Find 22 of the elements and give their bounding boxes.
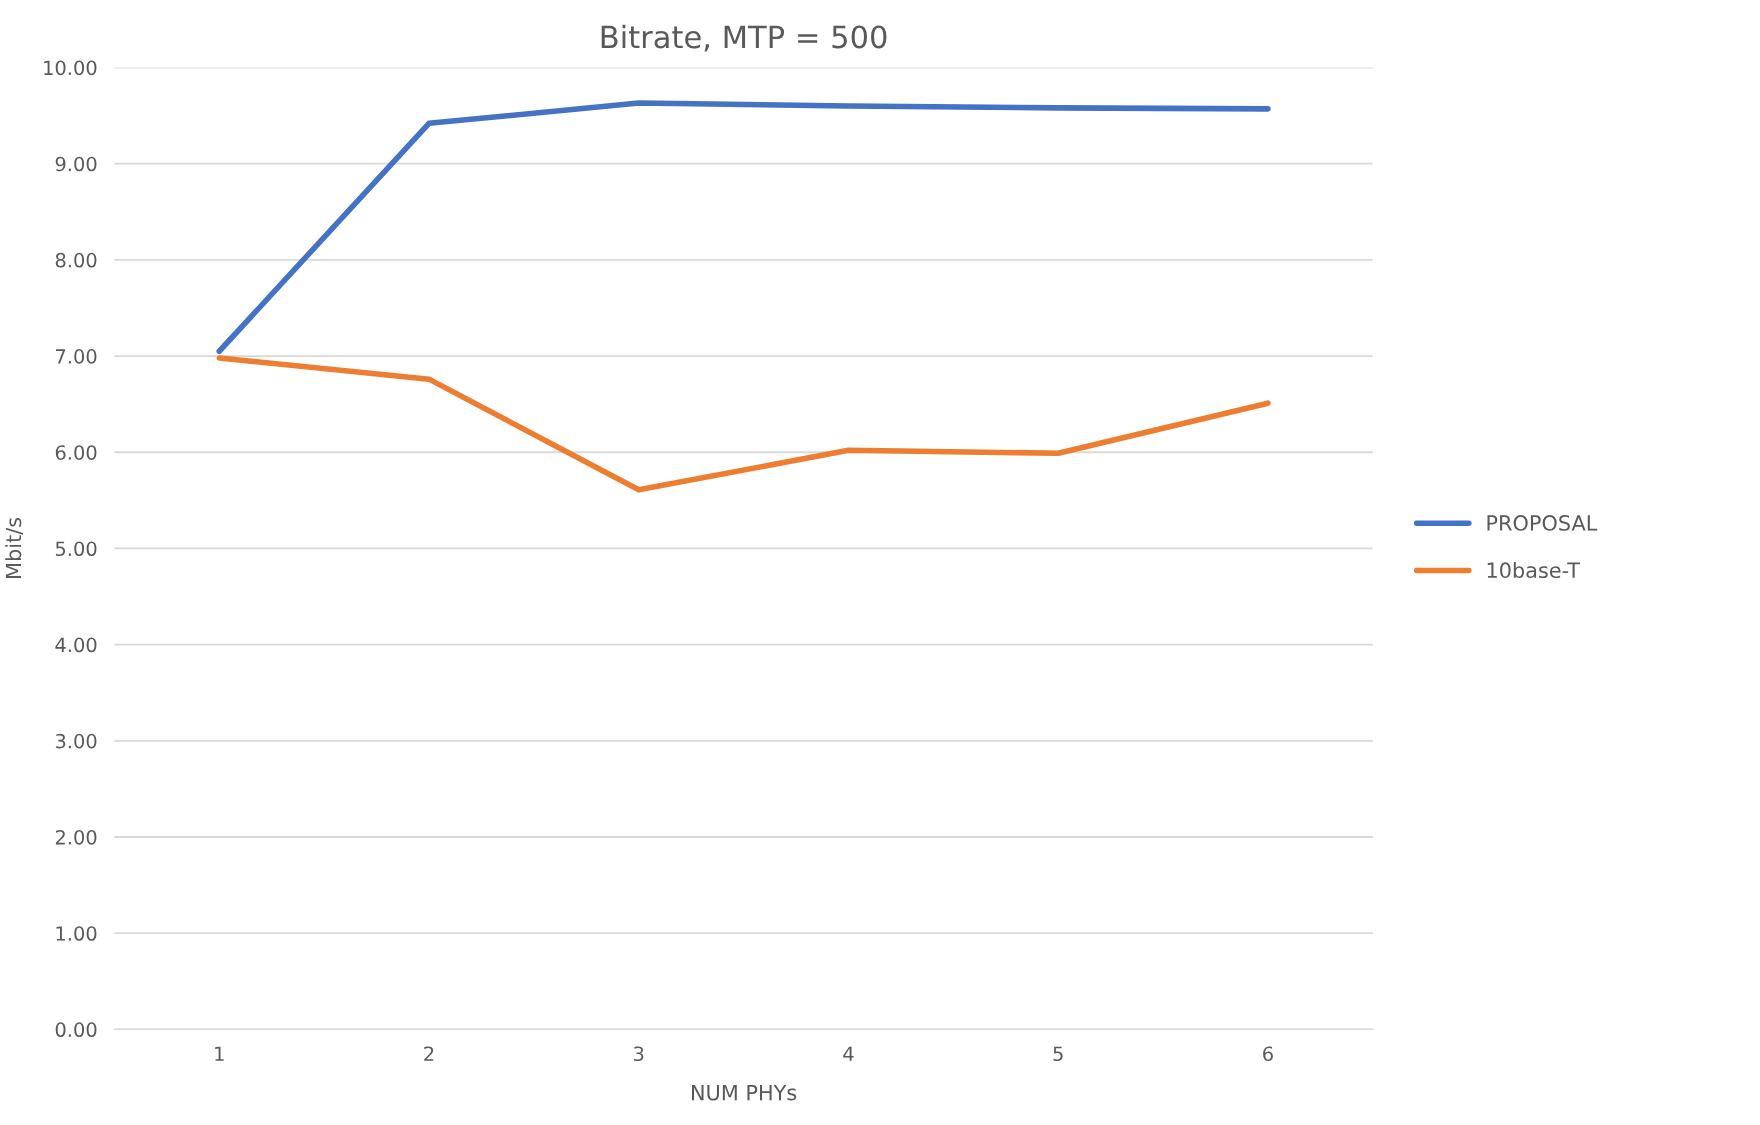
y-tick-label: 10.00	[44, 60, 97, 76]
x-tick-label: 3	[634, 1046, 644, 1062]
x-axis-title: NUM PHYs	[692, 1084, 797, 1101]
chart-title: Bitrate, MTP = 500	[601, 24, 887, 52]
y-tick-label: 0.00	[55, 1022, 97, 1038]
x-tick-label: 1	[215, 1046, 224, 1061]
y-tick-label: 9.00	[55, 156, 97, 172]
y-axis-title: Mbit/s	[5, 517, 23, 578]
y-tick-label: 8.00	[55, 252, 97, 268]
x-tick-label: 5	[1053, 1046, 1063, 1062]
x-tick-label: 2	[424, 1046, 434, 1061]
y-tick-label: 7.00	[56, 349, 97, 364]
y-tick-label: 6.00	[55, 445, 97, 460]
y-tick-label: 5.00	[55, 541, 97, 557]
y-tick-label: 1.00	[56, 926, 97, 941]
y-tick-label: 3.00	[55, 733, 97, 749]
y-tick-label: 4.00	[55, 637, 97, 653]
y-tick-label: 2.00	[55, 829, 97, 845]
x-tick-label: 4	[843, 1046, 854, 1061]
x-tick-label: 6	[1263, 1046, 1273, 1062]
legend-label: 10base-T	[1487, 561, 1581, 579]
legend-label: PROPOSAL	[1487, 515, 1598, 531]
